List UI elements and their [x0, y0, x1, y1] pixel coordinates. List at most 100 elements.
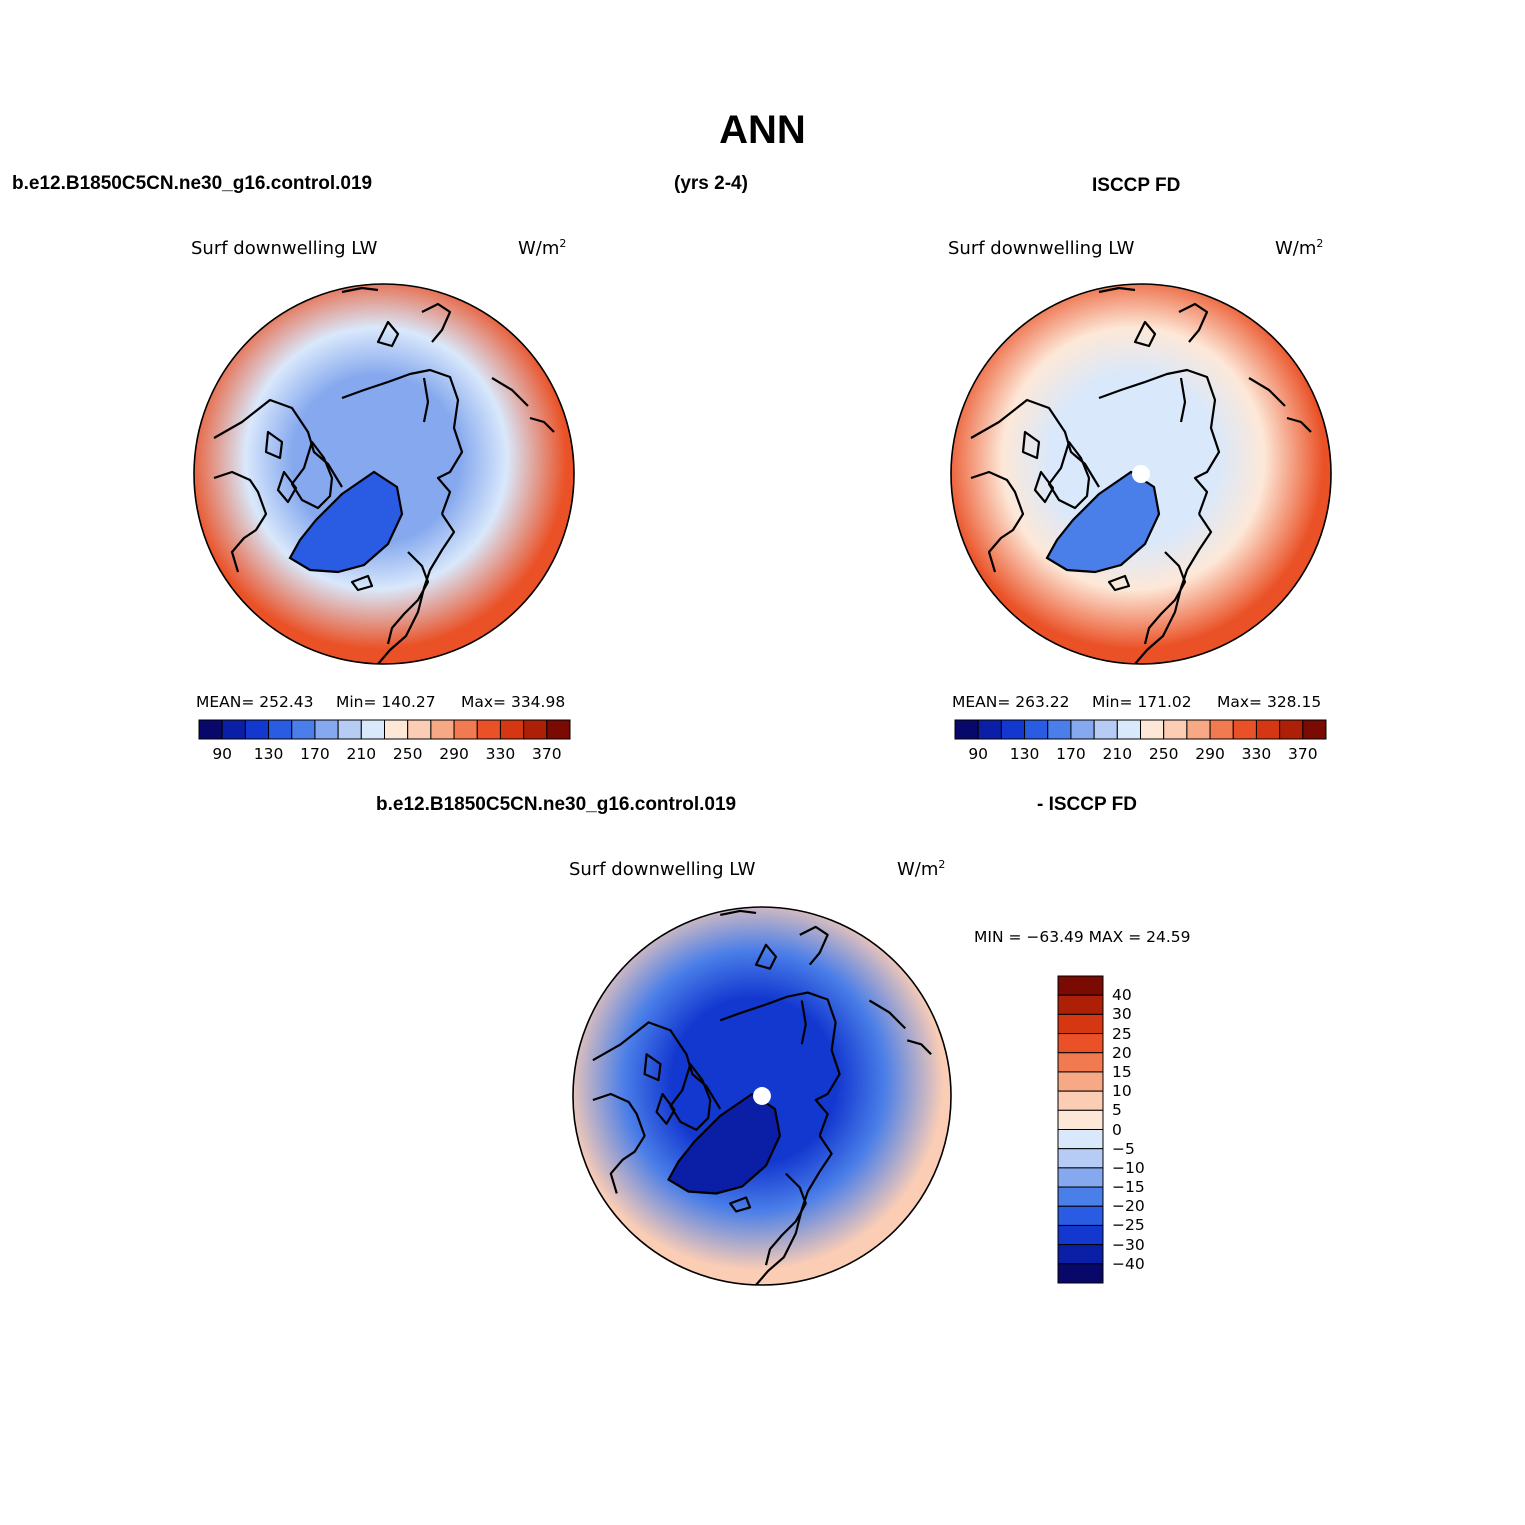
colorbar-tick-label: −5	[1112, 1139, 1135, 1158]
colorbar-tick-label: −25	[1112, 1216, 1145, 1235]
colorbar-swatch	[1070, 719, 1095, 740]
colorbar-swatch	[384, 719, 409, 740]
colorbar-swatch	[1057, 1263, 1104, 1284]
colorbar-tick-label: 30	[1112, 1005, 1132, 1024]
colorbar-swatch	[430, 719, 455, 740]
coastline	[970, 470, 1025, 573]
coastline	[422, 377, 430, 423]
colorbar-swatch	[977, 719, 1002, 740]
colorbar-tick-label: 25	[1112, 1024, 1132, 1043]
colorbar-swatch	[1232, 719, 1257, 740]
map-border	[572, 906, 952, 1286]
coastline	[276, 470, 298, 504]
years-label: (yrs 2-4)	[674, 173, 748, 194]
coastline	[764, 1172, 807, 1266]
diff-colorbar	[1057, 975, 1104, 1284]
diff-minmax: MIN = −63.49 MAX = 24.59	[974, 928, 1191, 946]
colorbar-tick-label: 210	[1102, 745, 1133, 763]
coastline	[1033, 470, 1055, 504]
colorbar-tick-label: 330	[1241, 745, 1272, 763]
panel2-colorbar	[954, 719, 1327, 740]
coastline	[1098, 286, 1136, 294]
model-polar-map	[193, 283, 575, 665]
colorbar-swatch	[1047, 719, 1072, 740]
colorbar-tick-label: 40	[1112, 986, 1132, 1005]
colorbar-swatch	[1255, 719, 1281, 740]
colorbar-tick-label: 370	[532, 745, 562, 763]
diff-obs-label: - ISCCP FD	[1037, 794, 1137, 815]
colorbar-swatch	[221, 719, 246, 740]
colorbar-swatch	[337, 719, 362, 740]
colorbar-tick-label: 290	[1195, 745, 1225, 763]
panel2-units-label: W/m2	[1275, 237, 1324, 259]
coastline	[350, 574, 374, 592]
coastline	[264, 430, 284, 460]
colorbar-tick-label: 90	[968, 745, 989, 763]
colorbar-swatch	[268, 719, 293, 740]
colorbar-swatch	[1302, 719, 1327, 740]
colorbar-swatch	[954, 719, 979, 740]
coastline	[491, 377, 529, 407]
coastline	[868, 999, 907, 1030]
colorbar-tick-label: 170	[1056, 745, 1086, 763]
colorbar-swatch	[1163, 719, 1188, 740]
colorbar-swatch	[499, 719, 525, 740]
coastline	[290, 440, 334, 510]
colorbar-tick-label: 290	[439, 745, 469, 763]
colorbar-tick-label: 130	[253, 745, 284, 763]
colorbar-tick-label: 130	[1009, 745, 1040, 763]
panel1-variable-label: Surf downwelling LW	[191, 238, 378, 259]
coastline	[529, 416, 555, 433]
panel1-min: Min= 140.27	[336, 693, 436, 711]
colorbar-tick-label: −10	[1112, 1158, 1145, 1177]
coastline	[1098, 368, 1221, 515]
colorbar-swatch	[1000, 719, 1026, 740]
colorbar-swatch	[1093, 719, 1118, 740]
colorbar-tick-label: −30	[1112, 1235, 1145, 1254]
colorbar-tick-label: 10	[1112, 1082, 1132, 1101]
colorbar-swatch	[1057, 1052, 1104, 1073]
colorbar-swatch	[1057, 1129, 1104, 1150]
map-border	[950, 283, 1332, 665]
coastline	[592, 1092, 646, 1194]
coastline	[1047, 440, 1091, 510]
colorbar-swatch	[291, 719, 316, 740]
pole-mask	[1132, 465, 1150, 483]
panel2-mean: MEAN= 263.22	[952, 693, 1070, 711]
coastline	[1179, 377, 1187, 423]
colorbar-swatch	[1116, 719, 1141, 740]
figure-title: ANN	[719, 108, 806, 152]
colorbar-swatch	[314, 719, 339, 740]
colorbar-tick-label: 0	[1112, 1120, 1122, 1139]
colorbar-swatch	[198, 719, 223, 740]
colorbar-swatch	[1209, 719, 1234, 740]
colorbar-tick-label: 210	[346, 745, 377, 763]
case-label: b.e12.B1850C5CN.ne30_g16.control.019	[12, 173, 373, 194]
coastline	[1107, 574, 1131, 592]
map-border	[193, 283, 575, 665]
colorbar-swatch	[1024, 719, 1049, 740]
coastline	[655, 1092, 676, 1125]
colorbar-swatch	[1057, 1205, 1104, 1226]
colorbar-swatch	[1057, 1167, 1104, 1188]
colorbar-swatch	[1057, 1186, 1104, 1207]
coastline	[719, 991, 841, 1137]
coastline	[341, 286, 379, 294]
colorbar-tick-label: 170	[300, 745, 330, 763]
colorbar-swatch	[1279, 719, 1304, 740]
diff-variable-label: Surf downwelling LW	[569, 859, 756, 880]
colorbar-swatch	[1057, 994, 1104, 1015]
coastline	[341, 368, 464, 515]
colorbar-swatch	[1057, 1109, 1104, 1130]
colorbar-swatch	[1057, 1244, 1104, 1265]
colorbar-tick-label: −40	[1112, 1254, 1145, 1273]
diff-units-label: W/m2	[897, 858, 946, 880]
colorbar-swatch	[1057, 1013, 1104, 1035]
diff-case-label: b.e12.B1850C5CN.ne30_g16.control.019	[376, 794, 737, 815]
panel2-variable-label: Surf downwelling LW	[948, 238, 1135, 259]
obs-polar-map	[950, 283, 1332, 665]
panel1-max: Max= 334.98	[461, 693, 566, 711]
obs-label: ISCCP FD	[1092, 175, 1181, 196]
colorbar-swatch	[1057, 1071, 1104, 1092]
coastline	[906, 1039, 932, 1055]
